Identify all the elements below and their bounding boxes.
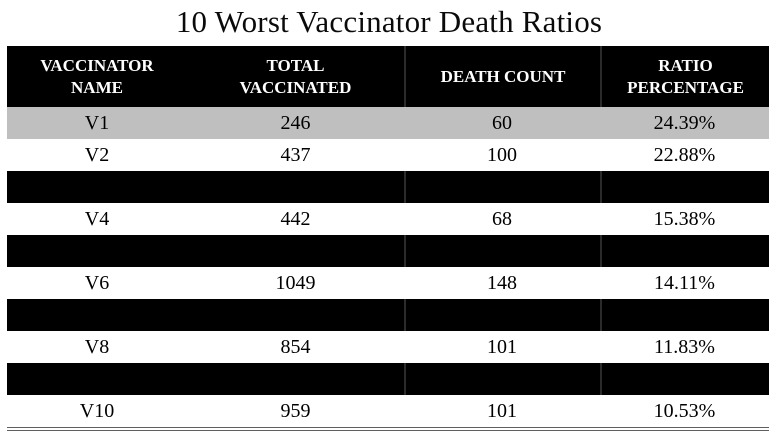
table-row: V4 442 68 15.38% (7, 203, 769, 235)
cell-vaccinator-name: V6 (84, 271, 110, 294)
cell-ratio-percentage: 24.39% (653, 111, 716, 134)
cell-total-vaccinated: 442 (280, 207, 311, 230)
table-row: V6 1049 148 14.11% (7, 267, 769, 299)
cell-total-vaccinated (187, 171, 404, 203)
table-header-row: VACCINATOR NAME TOTAL VACCINATED DEATH C… (7, 46, 769, 107)
cell-ratio-percentage (600, 171, 769, 203)
cell-total-vaccinated: 437 (280, 143, 311, 166)
cell-total-vaccinated (187, 363, 404, 395)
cell-total-vaccinated (187, 299, 404, 331)
cell-total-vaccinated: 1049 (275, 271, 316, 294)
cell-total-vaccinated (187, 235, 404, 267)
cell-vaccinator-name: V1 (84, 111, 110, 134)
cell-death-count (404, 363, 600, 395)
cell-vaccinator-name: V10 (79, 399, 115, 422)
cell-ratio-percentage: 11.83% (654, 335, 715, 358)
column-header-death-count: DEATH COUNT (404, 46, 600, 107)
cell-vaccinator-name (7, 235, 187, 267)
cell-vaccinator-name: V2 (84, 143, 110, 166)
table-row: V10 959 101 10.53% (7, 395, 769, 427)
cell-total-vaccinated: 246 (280, 111, 311, 134)
cell-ratio-percentage (600, 299, 769, 331)
cell-death-count: 60 (492, 111, 512, 134)
cell-death-count: 100 (487, 143, 517, 166)
cell-death-count (404, 235, 600, 267)
cell-ratio-percentage: 14.11% (654, 271, 715, 294)
column-header-ratio-percentage: RATIO PERCENTAGE (600, 46, 769, 107)
death-ratio-table: VACCINATOR NAME TOTAL VACCINATED DEATH C… (7, 46, 769, 431)
table-row-redacted (7, 235, 769, 267)
cell-ratio-percentage: 15.38% (653, 207, 716, 230)
cell-vaccinator-name: V8 (84, 335, 110, 358)
table-body: V1 246 60 24.39% V2 437 100 22.88% V4 442 68 15.38%… (7, 107, 769, 427)
cell-total-vaccinated: 854 (280, 335, 311, 358)
cell-ratio-percentage (600, 363, 769, 395)
cell-ratio-percentage: 22.88% (653, 143, 716, 166)
cell-vaccinator-name (7, 363, 187, 395)
page-title: 10 Worst Vaccinator Death Ratios (175, 4, 603, 39)
cell-ratio-percentage: 10.53% (653, 399, 716, 422)
cell-death-count (404, 171, 600, 203)
table-row-redacted (7, 363, 769, 395)
cell-vaccinator-name (7, 171, 187, 203)
cell-death-count: 148 (487, 271, 517, 294)
table-row: V2 437 100 22.88% (7, 139, 769, 171)
cell-death-count: 101 (487, 399, 517, 422)
cell-death-count (404, 299, 600, 331)
cell-ratio-percentage (600, 235, 769, 267)
table-row-redacted (7, 299, 769, 331)
column-header-vaccinator-name: VACCINATOR NAME (40, 55, 154, 97)
cell-vaccinator-name (7, 299, 187, 331)
cell-vaccinator-name: V4 (84, 207, 110, 230)
cell-death-count: 101 (487, 335, 517, 358)
table-row: V8 854 101 11.83% (7, 331, 769, 363)
column-header-total-vaccinated: TOTAL VACCINATED (239, 55, 352, 97)
cell-total-vaccinated: 959 (280, 399, 311, 422)
cell-death-count: 68 (492, 207, 512, 230)
table-row: V1 246 60 24.39% (7, 107, 769, 139)
table-row-redacted (7, 171, 769, 203)
